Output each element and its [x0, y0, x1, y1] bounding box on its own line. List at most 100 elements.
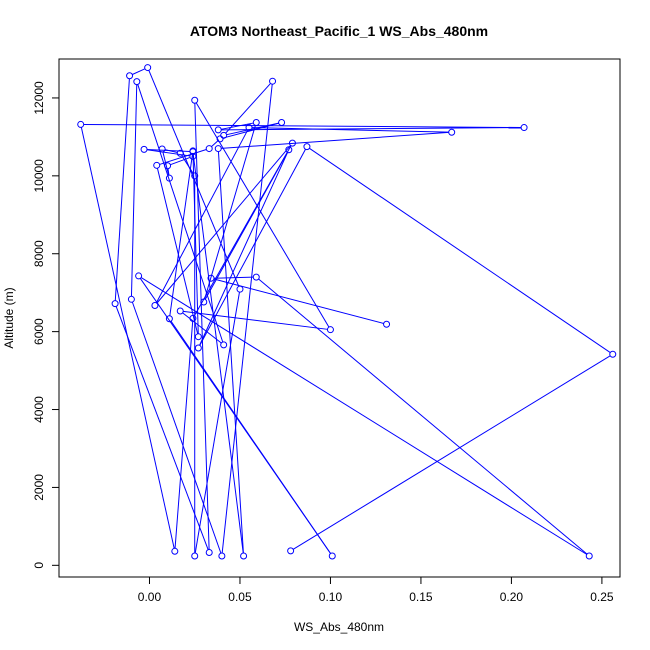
series-segment [170, 156, 191, 166]
data-point [151, 302, 159, 310]
series-segment [115, 306, 209, 550]
data-point [207, 274, 215, 282]
x-axis-label: WS_Abs_480nm [294, 620, 384, 634]
series-segment [221, 127, 522, 131]
data-point [165, 315, 173, 323]
y-tick-label: 6000 [32, 318, 46, 345]
x-tick-label: 0.25 [590, 590, 614, 604]
data-point [191, 172, 199, 180]
series-segment [252, 127, 449, 133]
data-point [165, 174, 173, 182]
points-layer [77, 64, 617, 560]
data-point [189, 314, 197, 322]
series-segment [194, 292, 240, 554]
data-point [285, 146, 293, 154]
series-segment [199, 152, 289, 346]
data-point [140, 145, 148, 153]
series-segment [131, 301, 222, 554]
data-point [189, 147, 197, 155]
series-segment [217, 151, 244, 554]
data-point [287, 547, 295, 555]
series-segment [221, 122, 254, 130]
data-point [158, 145, 166, 153]
series-segment [159, 149, 207, 165]
x-axis: 0.00 0.05 0.10 0.15 0.20 0.25 [138, 577, 614, 604]
series-segment [164, 149, 178, 154]
series-segment [309, 147, 611, 353]
data-point [111, 300, 119, 308]
data-point [164, 162, 172, 170]
data-point [144, 64, 152, 72]
series-segment [130, 84, 138, 297]
series-segment [213, 276, 254, 279]
data-point [191, 552, 199, 560]
x-tick-label: 0.15 [409, 590, 433, 604]
series-segment [156, 168, 199, 334]
y-axis: 0 2000 4000 6000 8000 10000 12000 [32, 81, 59, 569]
data-point [609, 350, 617, 358]
data-point [200, 298, 208, 306]
series-segment [222, 122, 279, 139]
y-tick-label: 12000 [32, 81, 46, 115]
data-point [220, 341, 228, 349]
series-segment [213, 278, 384, 324]
plot-frame [58, 58, 621, 578]
data-point [240, 552, 248, 560]
series-segment [292, 355, 611, 550]
data-point [252, 273, 260, 281]
series-segment [225, 83, 271, 134]
data-point [328, 552, 336, 560]
data-point [218, 552, 226, 560]
series-segment [139, 278, 331, 554]
series-segment [137, 84, 224, 343]
x-tick-label: 0.10 [319, 590, 343, 604]
data-point [326, 326, 334, 334]
series-segment [132, 68, 146, 75]
x-tick-label: 0.20 [500, 590, 524, 604]
y-tick-label: 10000 [32, 159, 46, 193]
series-segment [181, 155, 194, 174]
data-point [205, 145, 213, 153]
series-segment [174, 321, 194, 549]
data-point [133, 78, 141, 86]
data-point [236, 285, 244, 293]
data-point [127, 295, 135, 303]
data-point [189, 152, 197, 160]
data-point [171, 547, 179, 555]
series-segment [169, 153, 193, 316]
data-point [520, 124, 528, 132]
series-segment [114, 78, 130, 301]
series-segment [221, 84, 273, 554]
y-axis-label: Altitude (m) [2, 287, 16, 348]
series-segment [204, 125, 256, 300]
series-segment [140, 277, 587, 555]
data-point [205, 548, 213, 556]
data-point [269, 77, 277, 85]
series-segment [199, 149, 306, 346]
series-segment [83, 123, 522, 129]
series-segment [258, 278, 588, 555]
data-point [194, 344, 202, 352]
data-point [176, 307, 184, 315]
x-tick-label: 0.05 [228, 590, 252, 604]
data-point [220, 131, 228, 139]
y-tick-label: 8000 [32, 240, 46, 267]
series-segment [183, 310, 328, 330]
series-segment [192, 153, 199, 334]
y-tick-label: 0 [32, 562, 46, 569]
y-tick-label: 2000 [32, 474, 46, 501]
data-point [383, 320, 391, 328]
series-layer [80, 68, 611, 555]
series-segment [182, 312, 222, 344]
data-point [214, 145, 222, 153]
data-point [126, 72, 134, 80]
data-point [278, 118, 286, 126]
data-point [135, 272, 143, 280]
data-point [303, 143, 311, 151]
data-point [216, 135, 224, 143]
data-point [245, 124, 253, 132]
data-point [77, 120, 85, 128]
data-point [191, 96, 199, 104]
